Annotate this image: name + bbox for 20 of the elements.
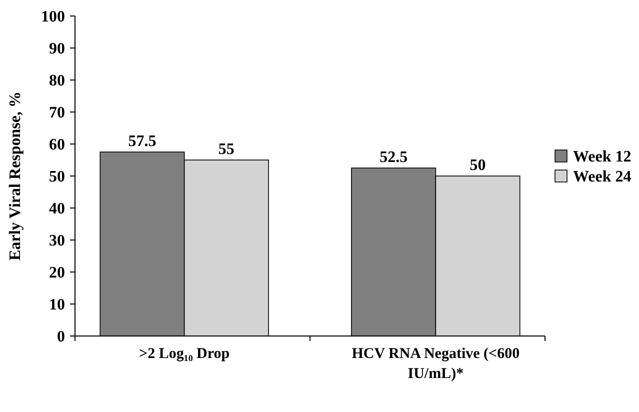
y-tick-label: 90	[49, 40, 65, 58]
data-label: 57.5	[128, 133, 156, 150]
y-tick-label: 40	[49, 200, 65, 218]
data-label: 50	[470, 157, 486, 174]
y-tick-label: 30	[49, 232, 65, 250]
y-tick-label: 100	[41, 8, 65, 26]
legend-label: Week 24	[573, 168, 632, 186]
y-axis-title: Early Viral Response, %	[7, 92, 24, 260]
data-label: 55	[218, 141, 234, 158]
y-tick-label: 10	[49, 296, 65, 314]
y-tick-label: 50	[49, 168, 65, 186]
y-tick-label: 60	[49, 136, 65, 154]
y-tick-label: 0	[57, 328, 65, 346]
x-tick-label: >2 Log₁₀ Drop	[139, 346, 230, 362]
y-tick-label: 80	[49, 72, 65, 90]
data-label: 52.5	[380, 149, 408, 166]
y-tick-label: 20	[49, 264, 65, 282]
x-tick-label: HCV RNA Negative (<600 IU/mL)*	[352, 346, 520, 382]
y-tick-label: 70	[49, 104, 65, 122]
legend-label: Week 12	[573, 148, 632, 166]
